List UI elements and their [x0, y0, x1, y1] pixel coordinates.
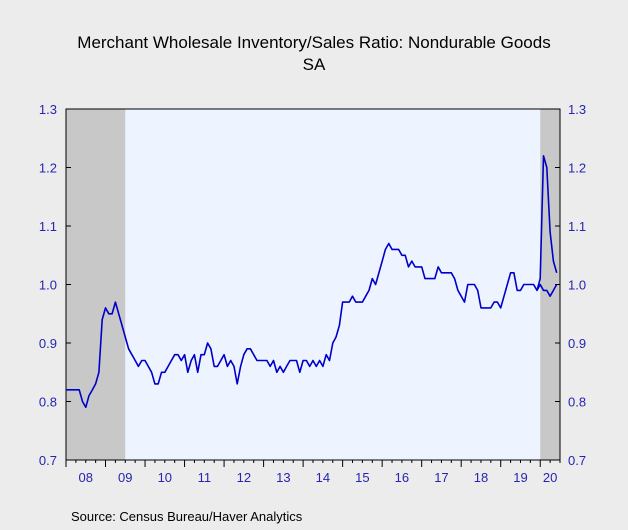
y-tick-label-left: 0.8 — [39, 395, 57, 410]
chart-subtitle: SA — [302, 55, 326, 74]
y-tick-label-left: 0.9 — [39, 336, 57, 351]
y-tick-label-left: 1.1 — [39, 219, 57, 234]
y-tick-label-right: 1.0 — [568, 278, 586, 293]
source-note: Source: Census Bureau/Haver Analytics — [71, 509, 303, 524]
y-tick-label-right: 0.8 — [568, 395, 586, 410]
x-tick-label: 10 — [158, 470, 172, 485]
x-tick-label: 17 — [434, 470, 448, 485]
x-tick-label: 08 — [79, 470, 93, 485]
plot-area — [66, 109, 560, 460]
x-tick-label: 15 — [355, 470, 369, 485]
y-tick-label-left: 1.3 — [39, 102, 57, 117]
y-tick-label-right: 1.3 — [568, 102, 586, 117]
x-tick-label: 13 — [276, 470, 290, 485]
recession-shade — [540, 109, 560, 460]
y-tick-label-right: 1.1 — [568, 219, 586, 234]
x-tick-label: 19 — [513, 470, 527, 485]
y-tick-label-left: 1.0 — [39, 278, 57, 293]
x-tick-label: 11 — [198, 470, 212, 485]
x-tick-label: 12 — [237, 470, 251, 485]
y-tick-label-right: 0.9 — [568, 336, 586, 351]
y-tick-label-right: 0.7 — [568, 453, 586, 468]
y-tick-label-left: 0.7 — [39, 453, 57, 468]
x-tick-label: 18 — [474, 470, 488, 485]
x-tick-label: 16 — [395, 470, 409, 485]
x-tick-label: 20 — [543, 470, 557, 485]
x-tick-label: 14 — [316, 470, 330, 485]
x-tick-label: 09 — [118, 470, 132, 485]
series-line — [66, 242, 558, 409]
series-line — [536, 155, 558, 291]
recession-shade — [66, 109, 126, 460]
y-tick-label-left: 1.2 — [39, 161, 57, 176]
y-tick-label-right: 1.2 — [568, 161, 586, 176]
chart-title: Merchant Wholesale Inventory/Sales Ratio… — [77, 33, 551, 52]
